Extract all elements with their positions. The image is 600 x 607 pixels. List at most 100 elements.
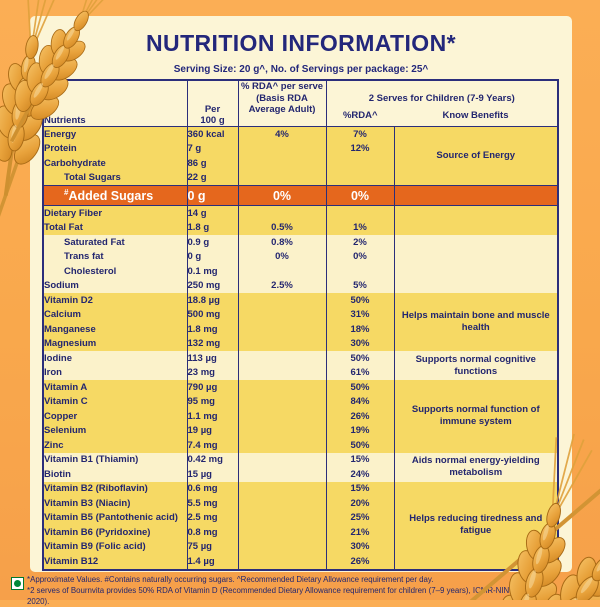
nutrient-name: Vitamin B3 (Niacin)	[43, 496, 187, 511]
children-group-header: 2 Serves for Children (7-9 Years)	[368, 93, 515, 104]
children-rda-value: 25%	[325, 510, 394, 525]
rda-per-serve-value: 0%	[237, 249, 326, 264]
table-row: Vitamin A 790 µg 50% Supports normal functi…	[43, 380, 558, 453]
table-row: Calcium 500 mg 31%	[43, 307, 558, 322]
children-columns-header: 2 Serves for Children (7-9 Years) %RDA^ …	[325, 80, 558, 127]
rda-per-serve-value	[237, 141, 326, 156]
nutrient-name: Dietary Fiber	[43, 205, 187, 221]
serving-size-subtitle: Serving Size: 20 g^, No. of Servings per…	[173, 64, 429, 75]
children-rda-value: 30%	[325, 539, 394, 554]
table-row: Copper 1.1 mg 26%	[43, 409, 558, 424]
benefit-cell: Aids normal energy-yielding metabolism	[393, 452, 558, 482]
children-rda-value: 1%	[325, 220, 394, 235]
per-100g-value: 0.6 mg	[186, 481, 238, 496]
nutrient-name: Total Sugars	[43, 170, 187, 186]
benefit-cell	[393, 185, 558, 206]
nutrient-name: Cholesterol	[43, 264, 187, 279]
nutrition-panel: NUTRITION INFORMATION* Serving Size: 20 …	[30, 16, 572, 572]
rda-per-serve-value	[237, 205, 326, 221]
nutrient-name: Trans fat	[43, 249, 187, 264]
per-100g-value: 14 g	[186, 205, 238, 221]
children-rda-value: 2%	[325, 235, 394, 250]
per-100g-value: 250 mg	[186, 278, 238, 293]
rda-per-serve-value: 4%	[237, 126, 326, 142]
nutrient-name: Magnesium	[43, 336, 187, 351]
per-100g-value: 5.5 mg	[186, 496, 238, 511]
know-benefits-header: Know Benefits	[442, 110, 509, 121]
children-rda-value: 20%	[325, 496, 394, 511]
vegetarian-dot	[14, 580, 21, 587]
rda-per-serve-value	[237, 539, 326, 554]
nutrient-name: Vitamin B5 (Pantothenic acid)	[43, 510, 187, 525]
nutrient-name: Iodine	[43, 351, 187, 366]
benefit-cell	[393, 235, 558, 293]
table-row: Iron 23 mg 61%	[43, 365, 558, 380]
table-row: Vitamin B2 (Riboflavin) 0.6 mg 15% Helps re…	[43, 481, 558, 570]
benefit-cell: Helps maintain bone and muscle health	[393, 293, 558, 351]
children-rda-value: 50%	[325, 351, 394, 366]
table-row: Magnesium 132 mg 30%	[43, 336, 558, 351]
rda-per-serve-value: 0.8%	[237, 235, 326, 250]
per-100g-line2: 100 g	[200, 115, 225, 126]
children-rda-value: 50%	[325, 293, 394, 308]
children-rda-value: 30%	[325, 336, 394, 351]
table-row: Cholesterol 0.1 mg	[43, 264, 558, 279]
per-100g-value: 75 µg	[186, 539, 238, 554]
children-rda-value: 61%	[325, 365, 394, 380]
rda-per-serve-column-header: % RDA^ per serve (Basis RDA Average Adul…	[237, 80, 326, 127]
nutrient-name: Vitamin A	[43, 380, 187, 395]
rda-per-serve-value	[237, 264, 326, 279]
nutrient-name: Sodium	[43, 278, 187, 293]
children-rda-value: 5%	[325, 278, 394, 293]
table-row: Vitamin B9 (Folic acid) 75 µg 30%	[43, 539, 558, 554]
children-rda-value: 15%	[325, 452, 394, 467]
vegetarian-mark-icon	[11, 577, 24, 590]
children-rda-value: 19%	[325, 423, 394, 438]
rda-per-serve-value	[237, 307, 326, 322]
children-rda-value: 0%	[325, 185, 394, 206]
table-row: Energy 360 kcal 4% 7% Source of Energy	[43, 126, 558, 186]
nutrient-name: Vitamin B2 (Riboflavin)	[43, 481, 187, 496]
per-100g-value: 0 g	[186, 185, 238, 206]
rda-per-serve-value	[237, 365, 326, 380]
footnotes: *Approximate Values. #Contains naturally…	[27, 574, 527, 607]
rda-per-serve-value	[237, 423, 326, 438]
children-rda-value: 12%	[325, 141, 394, 156]
nutrient-name: Vitamin C	[43, 394, 187, 409]
rda-per-serve-value: 0%	[237, 185, 326, 206]
nutrient-name: Copper	[43, 409, 187, 424]
rda-per-serve-value	[237, 380, 326, 395]
rda-per-serve-value	[237, 322, 326, 337]
table-row: Vitamin B12 1.4 µg 26%	[43, 554, 558, 570]
nutrient-name: Vitamin B9 (Folic acid)	[43, 539, 187, 554]
per-100g-value: 360 kcal	[186, 126, 238, 142]
children-rda-value: 24%	[325, 467, 394, 482]
per-100g-value: 0.1 mg	[186, 264, 238, 279]
per-100g-value: 0.8 mg	[186, 525, 238, 540]
rda-per-serve-value	[237, 351, 326, 366]
rda-per-serve-value	[237, 525, 326, 540]
children-rda-value: 31%	[325, 307, 394, 322]
nutrient-name: #Added Sugars	[43, 185, 187, 206]
per-100g-value: 500 mg	[186, 307, 238, 322]
nutrient-name: Vitamin D2	[43, 293, 187, 308]
nutrition-table: Nutrients Per 100 g % RDA^ per serve (Ba…	[42, 79, 559, 571]
per-100g-value: 15 µg	[186, 467, 238, 482]
nutrient-name: Manganese	[43, 322, 187, 337]
nutrient-name: Protein	[43, 141, 187, 156]
per-100g-value: 22 g	[186, 170, 238, 186]
per-100g-value: 7.4 mg	[186, 438, 238, 453]
children-rda-value: 26%	[325, 409, 394, 424]
nutrient-name: Carbohydrate	[43, 156, 187, 171]
children-rda-value	[325, 205, 394, 221]
nutrient-name: Biotin	[43, 467, 187, 482]
per-100g-value: 132 mg	[186, 336, 238, 351]
children-rda-value: 50%	[325, 438, 394, 453]
children-rda-value: 18%	[325, 322, 394, 337]
rda-per-serve-value	[237, 409, 326, 424]
children-rda-value: 0%	[325, 249, 394, 264]
per-100g-value: 23 mg	[186, 365, 238, 380]
nutrient-name: Vitamin B12	[43, 554, 187, 570]
benefit-cell: Supports normal cognitive functions	[393, 351, 558, 380]
table-row: Vitamin B1 (Thiamin) 0.42 mg 15% Aids norma…	[43, 452, 558, 482]
